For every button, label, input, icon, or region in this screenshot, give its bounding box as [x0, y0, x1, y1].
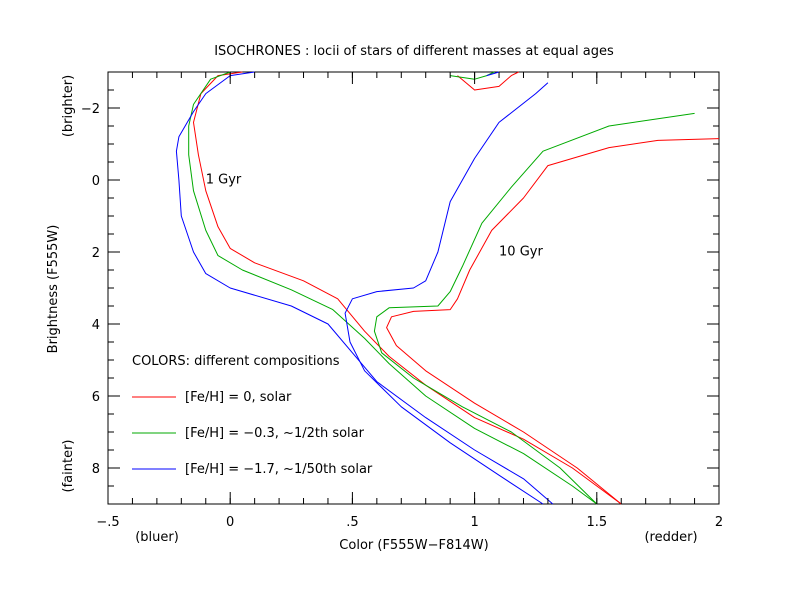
y-tick-label: 2	[92, 246, 100, 261]
x-side-label-redder: (redder)	[644, 530, 697, 545]
isochrone-curve-8	[486, 71, 500, 77]
x-tick-label: 1.5	[586, 515, 607, 530]
legend: COLORS: different compositions [Fe/H] = …	[132, 354, 373, 477]
y-side-label-fainter: (fainter)	[61, 440, 76, 493]
y-tick-label: 4	[92, 318, 100, 333]
x-tick-label: 0	[226, 515, 234, 530]
legend-label-fiftieth-solar: [Fe/H] = −1.7, ~1/50th solar	[185, 462, 373, 477]
isochrone-curve-5	[450, 71, 495, 80]
x-tick-label: 1	[470, 515, 478, 530]
y-tick-label: −2	[81, 102, 100, 117]
isochrone-curve-2	[457, 71, 519, 91]
y-axis-ticks: −2 0 2 4 6 8	[81, 71, 719, 505]
isochrone-curve-3	[188, 71, 598, 505]
isochrone-curve-0	[193, 71, 622, 505]
x-tick-label: 2	[715, 515, 723, 530]
x-tick-label: .5	[346, 515, 358, 530]
legend-label-half-solar: [Fe/H] = −0.3, ~1/2th solar	[185, 426, 365, 441]
isochrone-curve-1	[386, 138, 720, 505]
x-axis-ticks: −.5 0 .5 1 1.5 2	[96, 72, 723, 530]
y-tick-label: 6	[92, 390, 100, 405]
x-tick-label: −.5	[96, 515, 119, 530]
annotation-1-gyr: 1 Gyr	[206, 173, 242, 188]
legend-title: COLORS: different compositions	[132, 354, 340, 369]
legend-label-solar: [Fe/H] = 0, solar	[185, 390, 292, 405]
isochrone-curves	[175, 71, 720, 505]
y-side-label-brighter: (brighter)	[61, 75, 76, 137]
isochrone-curve-7	[344, 82, 549, 505]
x-axis-label: Color (F555W−F814W)	[339, 538, 488, 553]
isochrone-curve-6	[175, 71, 554, 505]
y-tick-label: 8	[92, 462, 100, 477]
y-tick-label: 0	[92, 174, 100, 189]
annotation-10-gyr: 10 Gyr	[499, 245, 543, 260]
y-axis-label: Brightness (F555W)	[46, 225, 61, 354]
x-side-label-bluer: (bluer)	[135, 530, 179, 545]
chart-title: ISOCHRONES : locii of stars of different…	[214, 44, 614, 59]
isochrone-curve-4	[373, 112, 695, 505]
